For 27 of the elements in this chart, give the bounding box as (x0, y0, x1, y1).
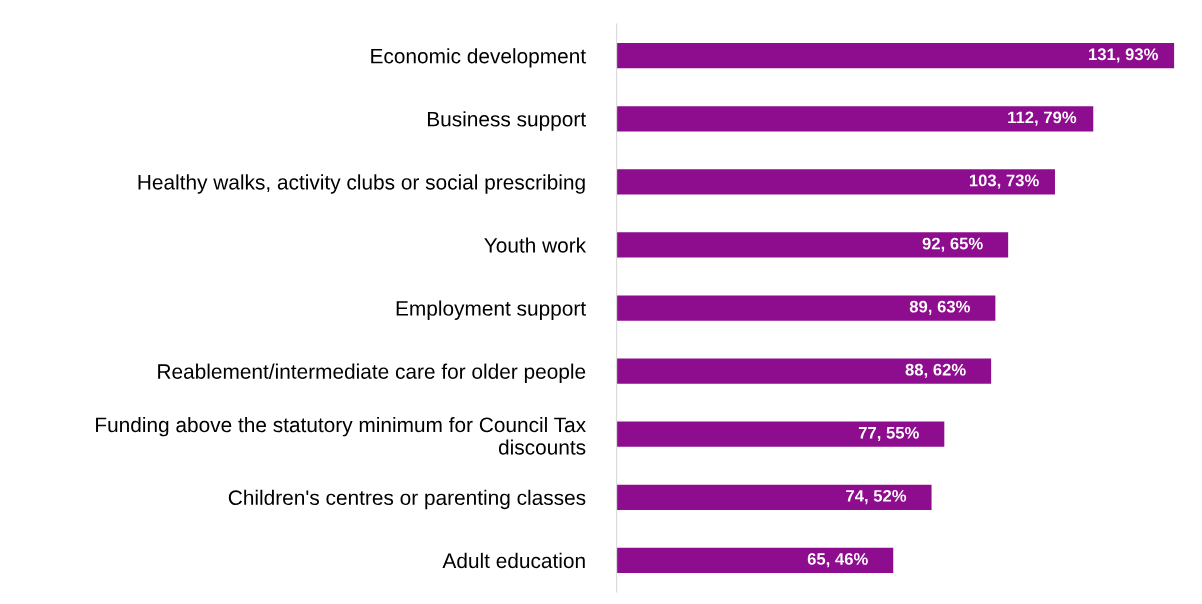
bar (616, 43, 1175, 69)
data-label: 92, 65% (922, 237, 983, 252)
data-label: 88, 62% (905, 363, 966, 379)
data-label: 131, 93% (1089, 48, 1158, 63)
data-label: 103, 73% (969, 174, 1039, 189)
y-tick-label: Employment support (396, 300, 586, 320)
y-tick-label: Business support (427, 111, 586, 131)
y-tick-label: Youth work (484, 237, 587, 253)
bar (616, 358, 992, 384)
data-label: 89, 63% (909, 300, 970, 315)
bar (616, 547, 894, 573)
data-label: 112, 79% (1008, 111, 1077, 126)
data-label: 65, 46% (807, 553, 868, 568)
y-tick-label: Funding above the statutory minimum for Council Tax discounts (96, 416, 586, 455)
y-tick-label: Healthy walks, activity clubs or social prescribing (138, 174, 585, 194)
y-tick-label: Economic development (371, 48, 586, 68)
bar (616, 169, 1055, 195)
y-tick-label: Children's centres or parenting classes (228, 489, 586, 510)
y-tick-label: Adult education (442, 552, 585, 569)
bar (616, 421, 945, 447)
bar (616, 232, 1009, 258)
bar (616, 484, 932, 510)
data-label: 74, 52% (846, 489, 907, 505)
bar (616, 295, 996, 321)
bar (616, 106, 1094, 132)
data-label: 77, 55% (858, 426, 919, 442)
y-tick-label: Reablement/intermediate care for older people (158, 363, 586, 383)
